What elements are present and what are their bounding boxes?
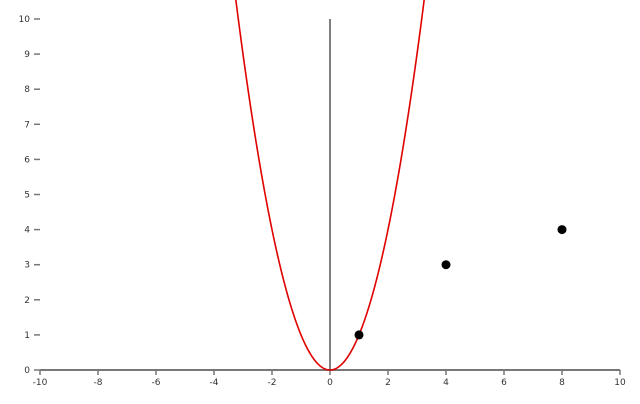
y-tick-label: 8	[24, 85, 30, 95]
scatter-point	[354, 330, 364, 340]
x-tick-label: 10	[614, 378, 626, 388]
x-tick-label: 6	[501, 378, 507, 388]
x-tick-label: -2	[268, 378, 277, 388]
x-tick-label: -6	[152, 378, 161, 388]
y-tick-label: 6	[24, 155, 30, 165]
x-tick-label: -4	[210, 378, 219, 388]
y-tick-label: 2	[24, 296, 30, 306]
y-tick-label: 1	[24, 331, 30, 341]
scatter-point	[441, 260, 451, 270]
x-tick-label: -10	[33, 378, 48, 388]
x-tick-label: 0	[327, 378, 333, 388]
y-tick-label: 3	[24, 261, 30, 271]
x-tick-label: 8	[559, 378, 565, 388]
scatter-point	[557, 225, 567, 235]
parabola-line	[235, 0, 425, 371]
y-tick-label: 7	[24, 120, 30, 130]
y-tick-label: 9	[24, 50, 30, 60]
y-tick-label: 0	[24, 366, 30, 376]
x-tick-label: 2	[385, 378, 391, 388]
x-tick-label: 4	[443, 378, 449, 388]
y-tick-label: 10	[19, 15, 31, 25]
y-tick-label: 5	[24, 191, 30, 201]
y-tick-label: 4	[24, 226, 30, 236]
x-tick-label: -8	[94, 378, 103, 388]
